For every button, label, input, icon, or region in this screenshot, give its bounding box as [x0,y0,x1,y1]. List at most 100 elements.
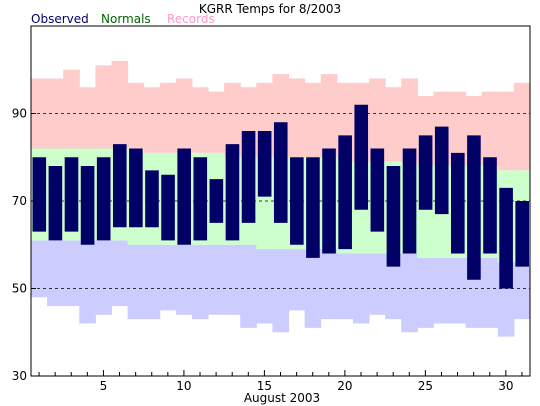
record-high-bar [224,82,241,158]
observed-bar [161,174,175,241]
legend-normals: Normals [101,12,151,26]
observed-bar [80,166,95,245]
legend-observed: Observed [31,12,89,26]
observed-bar [290,157,304,245]
observed-bar [112,144,127,228]
y-tick-label: 70 [12,194,27,208]
record-high-bar [208,91,225,153]
record-low-bar [401,253,418,333]
record-low-bar [175,244,193,315]
record-low-bar [385,253,402,320]
observed-bar [193,157,208,241]
legend: Observed Normals Records [31,12,215,26]
record-high-bar [63,69,80,149]
record-low-bar [47,240,64,306]
observed-bar [499,187,513,289]
x-axis: 5 10 15 20 25 30 [38,370,523,393]
observed-bars [32,104,529,289]
y-tick-label: 90 [12,107,27,121]
record-low-bar [369,253,386,315]
record-low-bar [513,262,531,320]
record-high-bar [497,91,515,171]
record-high-bar [369,78,386,162]
observed-bar [145,170,159,228]
observed-bar [96,157,111,241]
record-low-bar [224,244,241,315]
record-low-bar [304,249,322,328]
record-low-bar [320,249,338,320]
record-high-bar [513,82,531,171]
observed-bar [241,131,256,223]
record-high-bar [95,65,112,149]
record-high-bar [111,61,129,149]
observed-bar [354,104,369,210]
observed-bar [129,148,143,228]
record-low-bar [127,244,145,320]
record-low-bar [417,257,434,328]
observed-bar [434,126,449,215]
x-tick-label: 5 [100,379,108,393]
record-low-bar [159,244,177,311]
record-low-bar [79,240,96,324]
observed-bar [483,157,497,254]
x-tick-label: 25 [418,379,433,393]
record-low-bar [336,253,354,320]
record-low-bar [433,257,451,324]
x-tick-label: 20 [337,379,352,393]
observed-bar [418,135,433,210]
observed-bar [402,148,417,254]
record-high-bar [449,91,467,167]
x-axis-label: August 2003 [244,391,320,405]
record-high-bar [191,87,209,153]
record-high-bar [481,91,499,167]
observed-bar [225,144,240,241]
record-high-bar [304,82,322,158]
observed-bar [515,201,529,267]
observed-bar [370,148,385,232]
record-low-bar [481,257,499,328]
record-low-bar [240,244,257,328]
y-tick-label: 50 [12,282,27,296]
record-low-bar [288,249,306,311]
observed-bar [32,157,47,232]
chart-title: KGRR Temps for 8/2003 [199,2,341,16]
record-low-bar [208,244,225,315]
record-low-bars [31,240,531,337]
record-low-bar [256,249,273,324]
legend-records: Records [167,12,215,26]
record-low-bar [191,244,209,320]
record-low-bar [95,240,112,315]
record-low-bar [272,249,290,333]
record-high-bar [159,82,177,153]
x-tick-label: 15 [257,379,272,393]
record-low-bar [31,240,48,298]
observed-bar [467,135,481,280]
observed-bar [451,152,465,254]
x-tick-label: 10 [176,379,191,393]
observed-bar [48,166,63,241]
record-low-bar [63,240,80,306]
record-low-bar [111,240,129,306]
record-high-bar [320,74,338,158]
observed-bar [64,157,79,232]
observed-bar [338,135,352,250]
observed-bar [306,157,320,258]
record-low-bar [449,257,467,324]
record-high-bar [127,82,145,149]
y-tick-label: 30 [12,369,27,383]
record-high-bar [143,87,161,153]
record-high-bar [385,87,402,162]
x-tick-label: 30 [498,379,513,393]
observed-bar [322,148,336,254]
record-high-bar [79,87,96,149]
observed-bar [257,131,272,197]
record-low-bar [143,244,161,320]
observed-bar [273,122,288,223]
record-high-bar [175,78,193,153]
observed-bar [209,179,224,223]
record-high-bar [401,78,418,162]
record-high-bar [288,78,306,158]
observed-bar [386,166,401,267]
observed-bar [177,148,191,245]
